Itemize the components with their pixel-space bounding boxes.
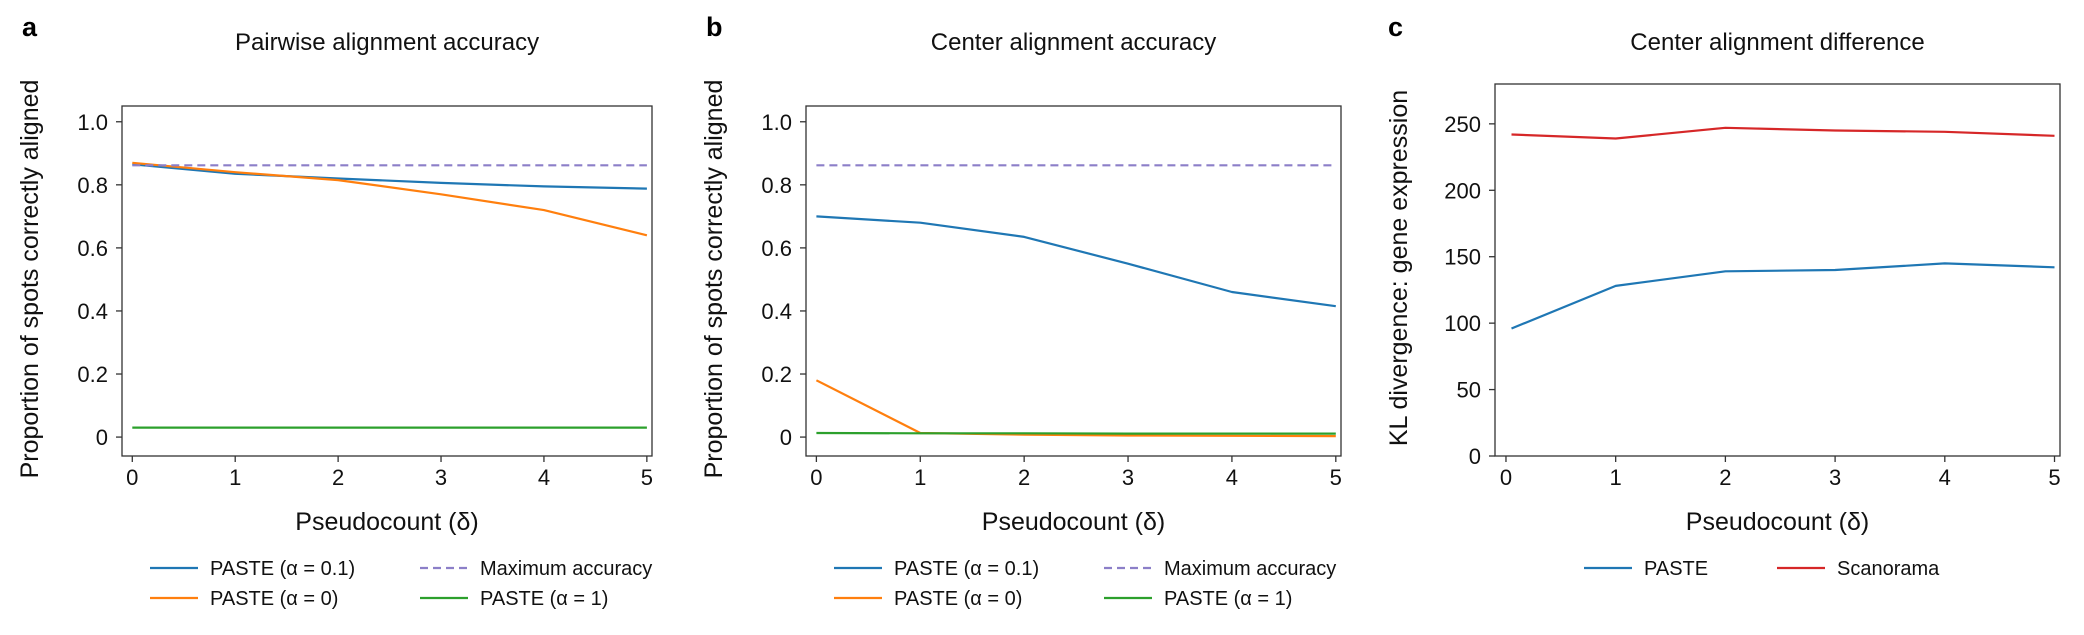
panel-letter: b [706, 12, 723, 42]
legend: PASTE (α = 0.1) Maximum accuracy PASTE (α … [150, 558, 652, 610]
y-tick-label: 0 [96, 425, 108, 450]
plot-frame [805, 105, 1342, 457]
x-tick-label: 5 [1330, 465, 1342, 490]
y-tick-label: 0.6 [77, 236, 108, 261]
legend: PASTE (α = 0.1) Maximum accuracy PASTE (α … [834, 558, 1336, 610]
y-tick-label: 0.6 [761, 236, 792, 261]
plot-frame [1494, 83, 2061, 457]
y-tick-label: 0.8 [77, 173, 108, 198]
x-tick-label: 2 [1018, 465, 1030, 490]
x-tick-label: 1 [1610, 465, 1622, 490]
panel-letter: c [1388, 12, 1403, 42]
series-line-scanorama [1511, 126, 2055, 140]
x-tick-label: 4 [1226, 465, 1238, 490]
y-tick-label: 50 [1457, 378, 1481, 403]
series-line-paste-1 [816, 431, 1336, 435]
y-axis-label: Proportion of spots correctly aligned [16, 80, 44, 479]
x-tick-label: 1 [229, 465, 241, 490]
series-line-paste-0-1 [132, 163, 647, 190]
series-line-paste-0-1 [816, 215, 1336, 308]
chart-title: Center alignment accuracy [931, 29, 1216, 56]
legend-label: PASTE [1644, 558, 1708, 580]
legend-label: PASTE (α = 1) [480, 588, 608, 610]
x-axis-label: Pseudocount (δ) [1686, 508, 1869, 536]
y-tick-label: 0.4 [761, 299, 792, 324]
x-tick-label: 4 [1939, 465, 1951, 490]
x-tick-label: 3 [1829, 465, 1841, 490]
y-tick-label: 0.8 [761, 173, 792, 198]
series-line-paste-0 [815, 379, 1336, 438]
legend-label: PASTE (α = 1) [1164, 588, 1292, 610]
legend-label: Maximum accuracy [1164, 558, 1336, 580]
legend-label: PASTE (α = 0) [210, 588, 338, 610]
x-tick-label: 3 [435, 465, 447, 490]
y-tick-label: 200 [1444, 178, 1481, 203]
y-tick-label: 1.0 [77, 110, 108, 135]
series-line-paste-0 [132, 161, 648, 237]
y-tick-label: 0 [1469, 444, 1481, 469]
x-tick-label: 2 [332, 465, 344, 490]
x-axis-label: Pseudocount (δ) [295, 508, 478, 536]
panel-letter: a [22, 12, 38, 42]
y-tick-label: 0 [780, 425, 792, 450]
y-tick-label: 0.2 [77, 362, 108, 387]
y-axis-label: Proportion of spots correctly aligned [700, 80, 728, 479]
panel-a: a Pairwise alignment accuracy 0 0.2 0.4 0.6 0.… [16, 12, 653, 610]
series-line-paste [1511, 262, 2055, 330]
y-tick-label: 0.2 [761, 362, 792, 387]
legend-label: PASTE (α = 0) [894, 588, 1022, 610]
y-tick-label: 150 [1444, 245, 1481, 270]
x-tick-label: 2 [1719, 465, 1731, 490]
legend-label: PASTE (α = 0.1) [894, 558, 1039, 580]
y-axis-label: KL divergence: gene expression [1385, 90, 1413, 446]
x-tick-label: 1 [914, 465, 926, 490]
x-tick-label: 0 [810, 465, 822, 490]
x-tick-label: 5 [641, 465, 653, 490]
x-tick-label: 3 [1122, 465, 1134, 490]
panel-b: b Center alignment accuracy 0 0.2 0.4 0.6 0.8 1… [700, 12, 1342, 610]
legend-label: Scanorama [1837, 558, 1940, 580]
legend-label: PASTE (α = 0.1) [210, 558, 355, 580]
x-tick-label: 0 [126, 465, 138, 490]
chart-title: Pairwise alignment accuracy [235, 29, 539, 56]
x-tick-label: 0 [1500, 465, 1512, 490]
y-tick-label: 0.4 [77, 299, 108, 324]
x-tick-label: 5 [2048, 465, 2060, 490]
x-axis-label: Pseudocount (δ) [982, 508, 1165, 536]
chart-title: Center alignment difference [1630, 29, 1924, 56]
y-tick-label: 100 [1444, 311, 1481, 336]
legend: PASTE Scanorama [1584, 558, 1940, 580]
legend-label: Maximum accuracy [480, 558, 652, 580]
y-tick-label: 250 [1444, 112, 1481, 137]
y-tick-label: 1.0 [761, 110, 792, 135]
x-tick-label: 4 [538, 465, 550, 490]
plot-frame [121, 105, 653, 457]
